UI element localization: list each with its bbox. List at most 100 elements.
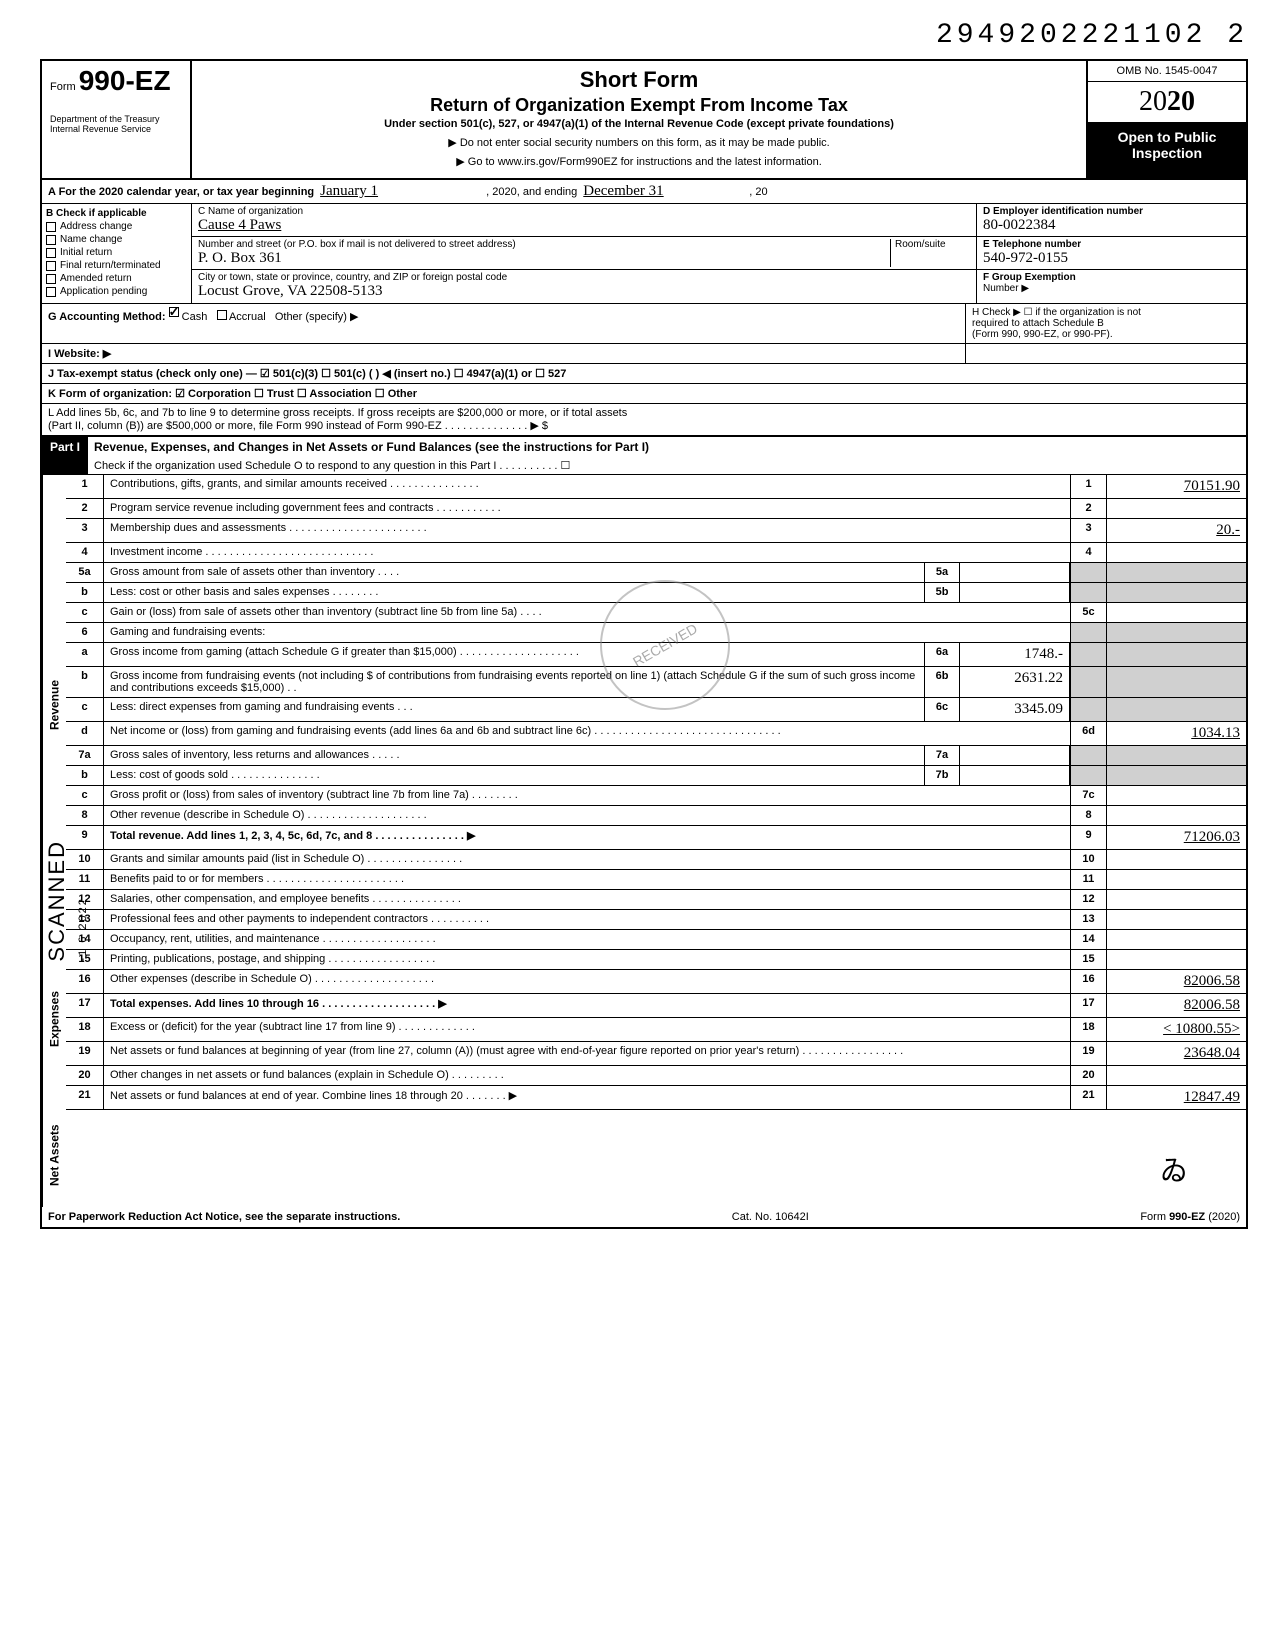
line-end-val[interactable] [1106, 766, 1246, 785]
row-g-h: G Accounting Method: Cash Accrual Other … [42, 304, 1246, 344]
line-desc: Other changes in net assets or fund bala… [104, 1066, 1070, 1085]
org-name[interactable]: Cause 4 Paws [198, 217, 281, 233]
line-mid-val[interactable] [960, 766, 1070, 785]
line-num: 16 [66, 970, 104, 993]
line-end-val[interactable] [1106, 930, 1246, 949]
line-desc: Investment income . . . . . . . . . . . … [104, 543, 1070, 562]
org-street[interactable]: P. O. Box 361 [198, 250, 282, 266]
line-end-val[interactable]: 12847.49 [1106, 1086, 1246, 1109]
line-end-num: 17 [1070, 994, 1106, 1017]
d-ein-value[interactable]: 80-0022384 [983, 217, 1056, 233]
line-end-val[interactable]: 23648.04 [1106, 1042, 1246, 1065]
chk-address-change[interactable]: Address change [46, 221, 187, 232]
line-end-val[interactable] [1106, 786, 1246, 805]
line-mid-val[interactable]: 1748.- [960, 643, 1070, 666]
line-mid-val[interactable] [960, 563, 1070, 582]
line-end-num [1070, 623, 1106, 642]
line-desc: Contributions, gifts, grants, and simila… [104, 475, 1070, 498]
line-end-val[interactable]: 1034.13 [1106, 722, 1246, 745]
part-1-title: Revenue, Expenses, and Changes in Net As… [88, 437, 1246, 457]
line-end-val[interactable]: 70151.90 [1106, 475, 1246, 498]
chk-initial-return[interactable]: Initial return [46, 247, 187, 258]
row-a-calendar-year: A For the 2020 calendar year, or tax yea… [42, 180, 1246, 204]
line-end-num [1070, 583, 1106, 602]
line-end-num [1070, 667, 1106, 697]
form-number: 990-EZ [79, 65, 171, 96]
line-end-val[interactable] [1106, 667, 1246, 697]
h-schedule-b: H Check ▶ ☐ if the organization is not r… [966, 304, 1246, 343]
e-phone-label: E Telephone number [983, 239, 1081, 250]
k-label: K Form of organization: ☑ Corporation ☐ … [48, 388, 417, 400]
line-end-val[interactable]: 20.- [1106, 519, 1246, 542]
line-end-val[interactable]: 82006.58 [1106, 970, 1246, 993]
line-6: 6Gaming and fundraising events: [66, 623, 1246, 643]
line-end-num: 2 [1070, 499, 1106, 518]
line-13: 13Professional fees and other payments t… [66, 910, 1246, 930]
j-label: J Tax-exempt status (check only one) — ☑… [48, 368, 566, 380]
line-desc: Net assets or fund balances at beginning… [104, 1042, 1070, 1065]
row-a-end[interactable]: December 31 [583, 183, 743, 200]
line-mid-val[interactable] [960, 746, 1070, 765]
header-right: OMB No. 1545-0047 2020 Open to PublicIns… [1086, 61, 1246, 178]
chk-cash[interactable] [169, 307, 179, 317]
line-end-val[interactable] [1106, 806, 1246, 825]
org-city[interactable]: Locust Grove, VA 22508-5133 [198, 283, 382, 299]
side-netassets: Net Assets [42, 1103, 66, 1207]
chk-name-change[interactable]: Name change [46, 234, 187, 245]
line-num: a [66, 643, 104, 666]
line-mid-num: 5b [924, 583, 960, 602]
line-14: 14Occupancy, rent, utilities, and mainte… [66, 930, 1246, 950]
line-end-val[interactable] [1106, 910, 1246, 929]
c-city-label: City or town, state or province, country… [198, 272, 507, 283]
g-label: G Accounting Method: [48, 311, 166, 323]
line-mid-num: 6a [924, 643, 960, 666]
chk-amended-return[interactable]: Amended return [46, 273, 187, 284]
line-desc: Printing, publications, postage, and shi… [104, 950, 1070, 969]
line-end-val[interactable]: < 10800.55> [1106, 1018, 1246, 1041]
chk-final-return[interactable]: Final return/terminated [46, 260, 187, 271]
line-end-num [1070, 746, 1106, 765]
line-mid-val[interactable]: 2631.22 [960, 667, 1070, 697]
line-end-val[interactable] [1106, 543, 1246, 562]
open-to-public: Open to PublicInspection [1088, 123, 1246, 178]
i-website-label: I Website: ▶ [48, 348, 111, 360]
line-num: 7a [66, 746, 104, 765]
line-end-num: 1 [1070, 475, 1106, 498]
line-end-val[interactable] [1106, 1066, 1246, 1085]
line-end-val[interactable] [1106, 870, 1246, 889]
line-end-val[interactable] [1106, 499, 1246, 518]
chk-accrual[interactable] [217, 310, 227, 320]
instruction-ssn: ▶ Do not enter social security numbers o… [202, 136, 1076, 149]
line-3: 3Membership dues and assessments . . . .… [66, 519, 1246, 543]
line-end-val[interactable] [1106, 563, 1246, 582]
line-desc: Gross profit or (loss) from sales of inv… [104, 786, 1070, 805]
line-mid-val[interactable]: 3345.09 [960, 698, 1070, 721]
line-end-val[interactable]: 71206.03 [1106, 826, 1246, 849]
line-desc: Net income or (loss) from gaming and fun… [104, 722, 1070, 745]
line-end-val[interactable] [1106, 623, 1246, 642]
line-mid-val[interactable] [960, 583, 1070, 602]
c-name-label: C Name of organization [198, 206, 303, 217]
line-end-val[interactable] [1106, 950, 1246, 969]
line-desc: Other expenses (describe in Schedule O) … [104, 970, 1070, 993]
line-end-val[interactable] [1106, 890, 1246, 909]
col-b-header: B Check if applicable [46, 208, 147, 219]
line-end-val[interactable]: 82006.58 [1106, 994, 1246, 1017]
line-end-val[interactable] [1106, 746, 1246, 765]
line-end-val[interactable] [1106, 603, 1246, 622]
line-num: 18 [66, 1018, 104, 1041]
line-end-val[interactable] [1106, 698, 1246, 721]
row-a-begin[interactable]: January 1 [320, 183, 480, 200]
line-desc: Gross income from gaming (attach Schedul… [104, 643, 924, 666]
tax-year: 2020 [1088, 82, 1246, 123]
line-num: 3 [66, 519, 104, 542]
e-phone-value[interactable]: 540-972-0155 [983, 250, 1068, 266]
line-16: 16Other expenses (describe in Schedule O… [66, 970, 1246, 994]
chk-application-pending[interactable]: Application pending [46, 286, 187, 297]
line-2: 2Program service revenue including gover… [66, 499, 1246, 519]
form-990ez: Form 990-EZ Department of the Treasury I… [40, 59, 1248, 1229]
line-end-val[interactable] [1106, 850, 1246, 869]
line-end-num: 12 [1070, 890, 1106, 909]
line-end-val[interactable] [1106, 583, 1246, 602]
line-end-val[interactable] [1106, 643, 1246, 666]
